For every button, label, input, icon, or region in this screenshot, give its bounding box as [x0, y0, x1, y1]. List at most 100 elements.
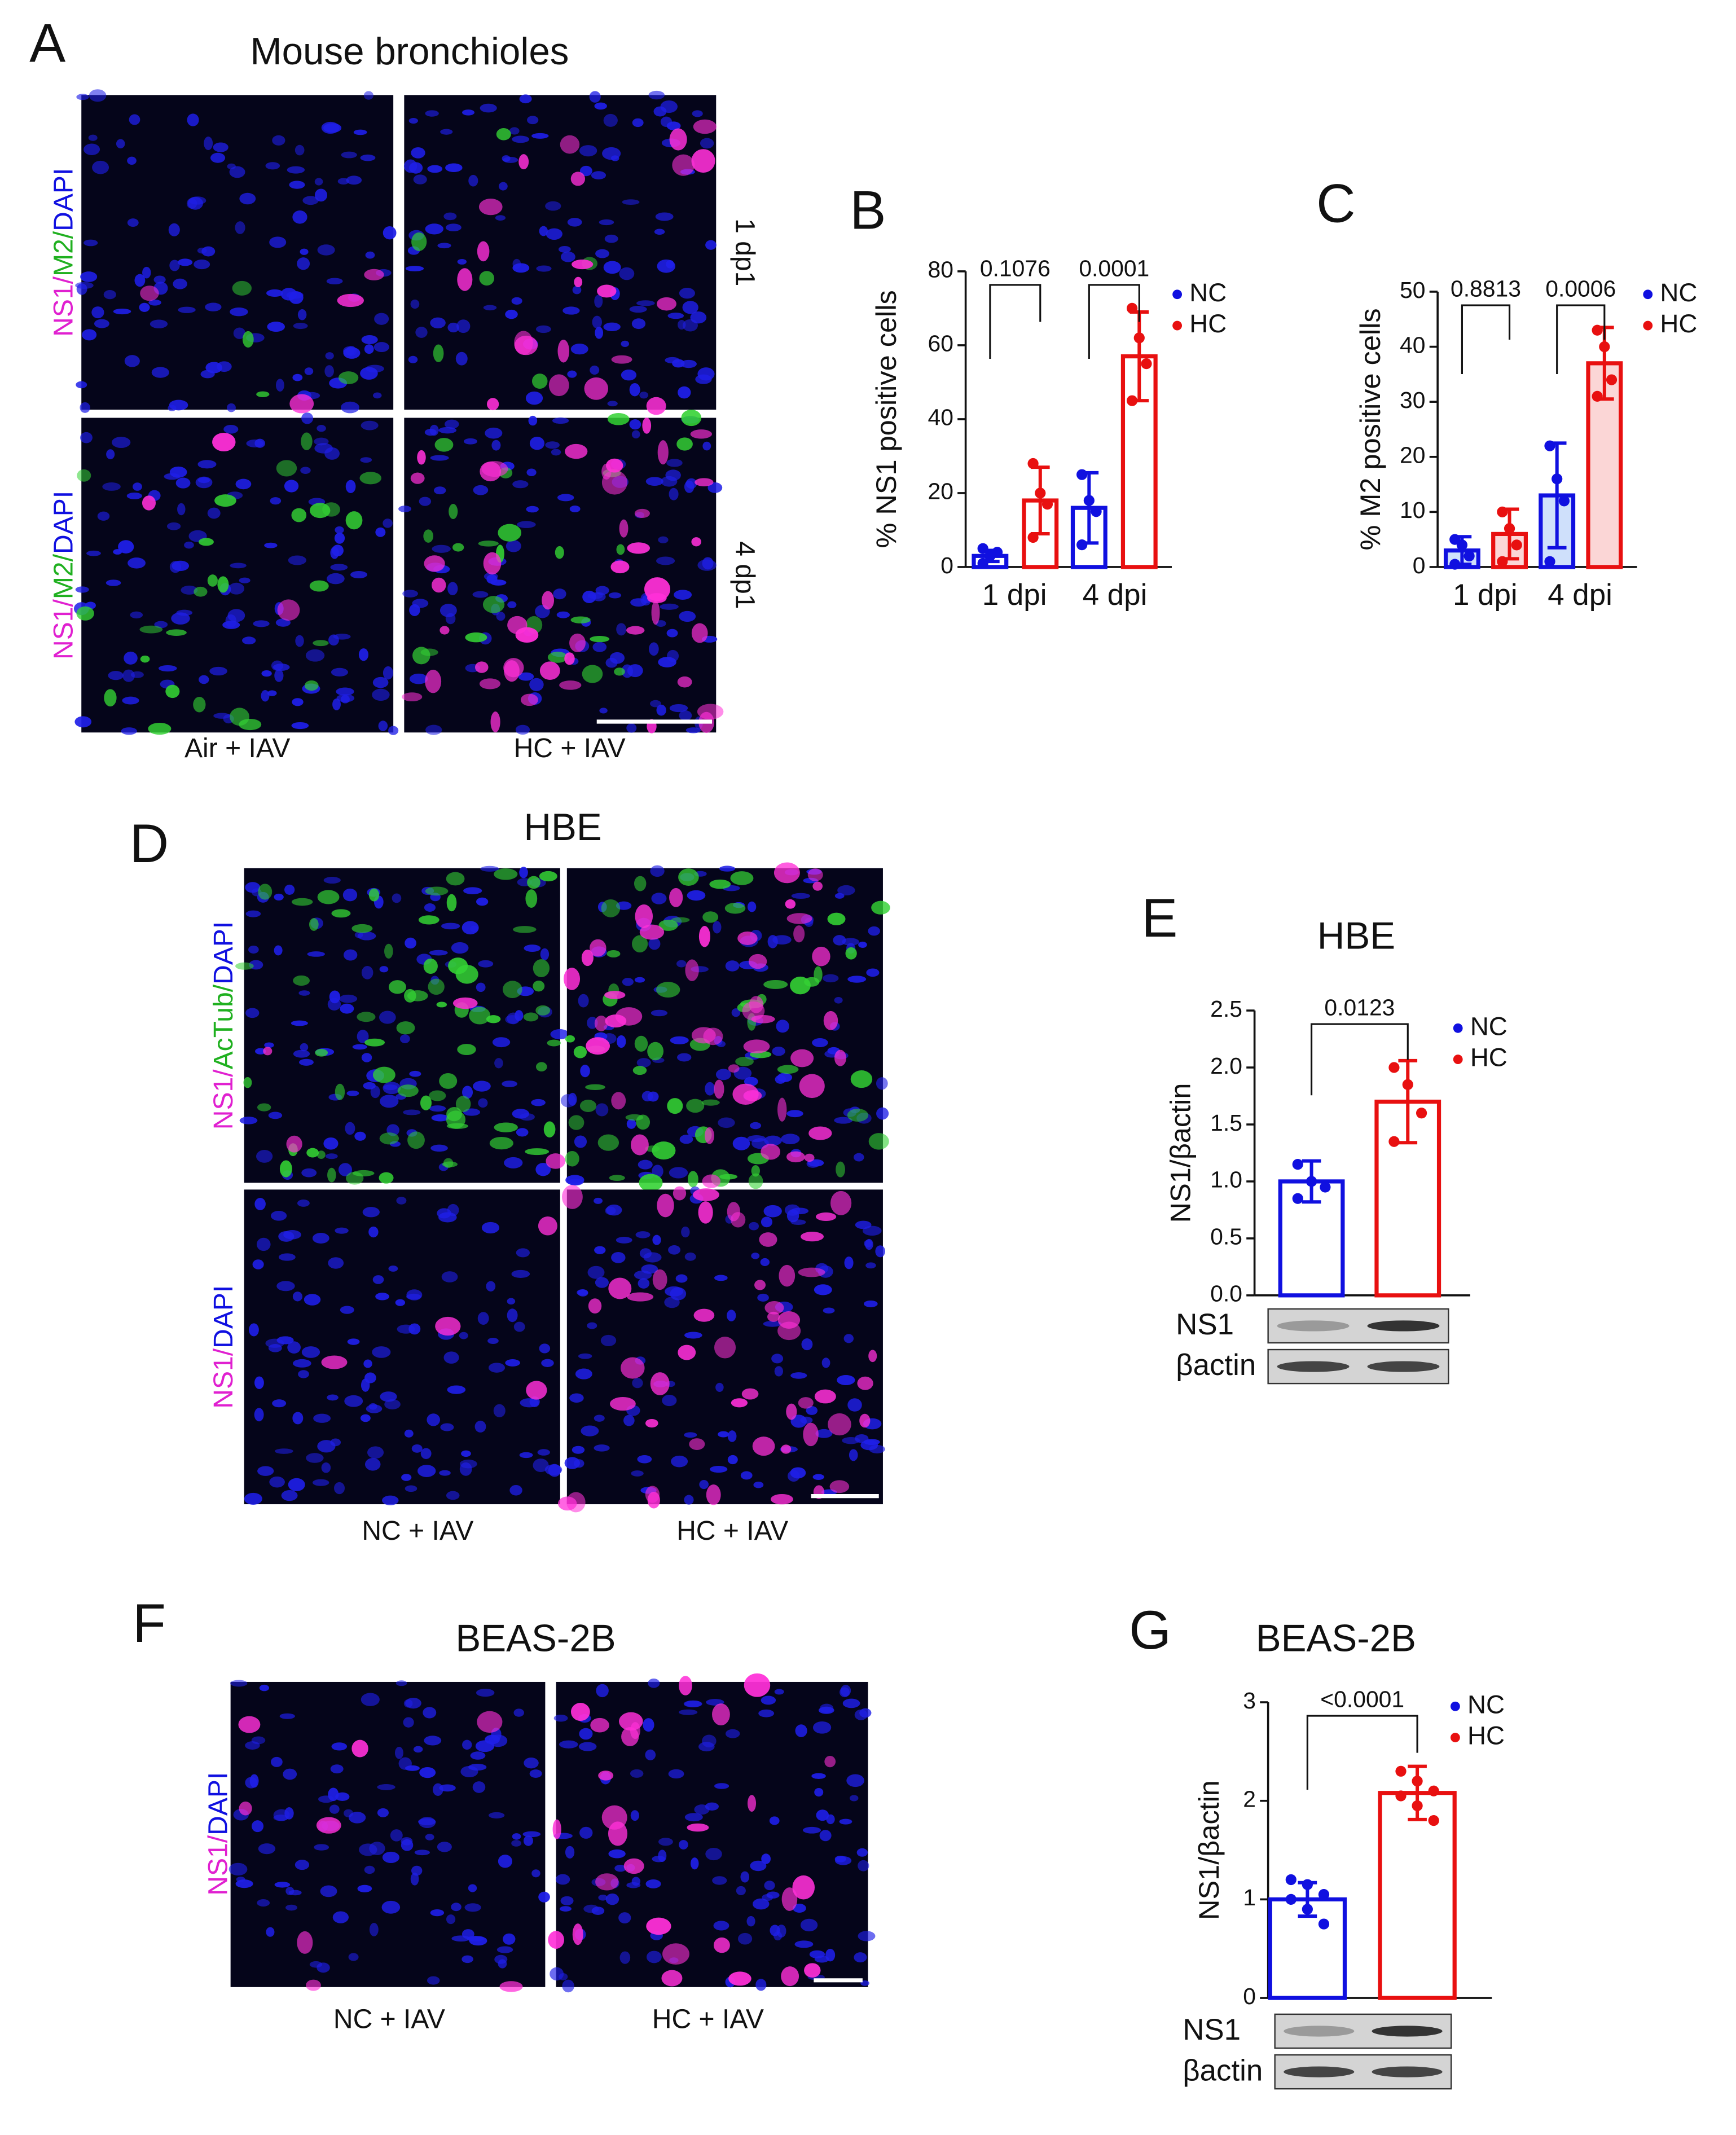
nucleus — [690, 311, 707, 324]
nucleus — [335, 526, 344, 534]
nucleus — [350, 570, 368, 579]
nucleus — [392, 893, 402, 903]
nucleus — [528, 415, 538, 426]
significance-bracket — [1556, 304, 1606, 375]
nucleus — [377, 1808, 389, 1817]
nucleus — [295, 635, 304, 647]
magenta-cell — [737, 931, 758, 945]
nucleus — [524, 945, 541, 952]
nucleus — [267, 322, 285, 332]
magenta-cell — [693, 1188, 719, 1201]
nucleus — [127, 218, 139, 227]
nucleus — [284, 1807, 294, 1820]
nucleus — [524, 1758, 539, 1769]
nucleus — [550, 1029, 569, 1040]
magenta-cell — [277, 599, 300, 621]
y-tick-label: 30 — [1400, 387, 1425, 413]
nucleus — [348, 1953, 359, 1961]
green-cell — [724, 902, 746, 914]
nucleus — [679, 1840, 688, 1850]
nucleus — [88, 134, 98, 141]
nucleus — [569, 505, 581, 513]
magenta-cell — [474, 661, 489, 673]
nucleus — [401, 1474, 412, 1481]
magenta-cell — [779, 1264, 796, 1287]
nucleus — [519, 1113, 535, 1121]
nucleus — [474, 1420, 486, 1433]
nucleus — [365, 364, 384, 373]
nucleus — [75, 586, 89, 593]
green-cell — [425, 886, 449, 896]
nucleus — [254, 1408, 264, 1422]
nucleus — [148, 299, 161, 306]
green-cell — [582, 665, 603, 683]
nucleus — [757, 1293, 769, 1302]
green-cell — [165, 684, 180, 699]
nucleus — [298, 990, 310, 996]
magenta-cell — [691, 1027, 716, 1044]
nucleus — [384, 1399, 401, 1409]
nucleus — [772, 935, 792, 945]
green-cell — [701, 1099, 720, 1106]
magenta-cell — [798, 1267, 825, 1277]
nucleus — [433, 486, 446, 495]
nucleus — [177, 258, 193, 266]
nucleus — [333, 634, 351, 640]
nucleus — [205, 362, 222, 374]
nucleus — [559, 1906, 572, 1912]
nucleus — [476, 897, 489, 906]
nucleus — [433, 1783, 443, 1796]
green-cell — [423, 529, 433, 543]
nucleus — [658, 1838, 673, 1846]
nucleus — [283, 1768, 297, 1780]
green-cell — [748, 1173, 763, 1189]
green-cell — [379, 1132, 399, 1145]
nucleus — [512, 135, 530, 143]
green-cell — [313, 640, 329, 647]
nucleus — [713, 1921, 729, 1931]
magenta-cell — [588, 1298, 602, 1314]
nucleus — [507, 1308, 518, 1323]
green-cell — [777, 1065, 799, 1074]
nucleus — [121, 727, 137, 735]
nucleus — [327, 1394, 339, 1401]
micrograph — [556, 1681, 868, 1987]
significance-bracket — [1461, 304, 1511, 375]
nucleus — [439, 1784, 456, 1792]
nucleus — [634, 977, 645, 983]
green-cell — [535, 1005, 551, 1016]
nucleus — [402, 590, 418, 598]
nucleus — [76, 94, 89, 100]
nucleus — [128, 557, 146, 569]
green-cell — [434, 438, 454, 452]
magenta-cell — [808, 1126, 832, 1140]
nucleus — [187, 113, 199, 126]
nucleus — [74, 716, 92, 728]
magenta-cell — [859, 1413, 871, 1428]
stain-part: NS1/ — [208, 1348, 239, 1408]
nucleus — [468, 1884, 477, 1892]
data-point — [1497, 506, 1508, 517]
magenta-cell — [402, 692, 423, 702]
green-cell — [388, 980, 406, 994]
legend-marker — [1453, 1055, 1463, 1064]
nucleus — [678, 386, 691, 399]
nucleus — [616, 623, 627, 636]
magenta-cell — [619, 1712, 643, 1731]
nucleus — [677, 1053, 692, 1062]
nucleus — [330, 1764, 344, 1774]
nucleus — [502, 1080, 517, 1087]
nucleus — [269, 1476, 285, 1488]
green-cell — [446, 894, 457, 912]
nucleus — [439, 1470, 451, 1476]
nucleus — [80, 271, 98, 282]
nucleus — [727, 1430, 737, 1442]
magenta-cell — [792, 1875, 815, 1900]
green-cell — [279, 1160, 292, 1178]
cells — [404, 90, 717, 415]
green-cell — [609, 1175, 625, 1181]
magenta-cell — [691, 623, 708, 643]
nucleus — [678, 319, 686, 330]
green-cell — [523, 1012, 539, 1022]
magenta-cell — [834, 1049, 846, 1066]
